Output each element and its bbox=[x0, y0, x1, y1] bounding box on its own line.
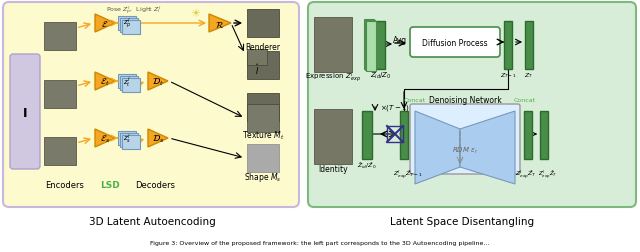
Polygon shape bbox=[460, 112, 515, 184]
Bar bbox=[375, 22, 385, 70]
Text: LSD: LSD bbox=[100, 180, 120, 189]
Bar bbox=[247, 10, 279, 38]
Bar bbox=[44, 23, 76, 51]
Text: $z^l_p$: $z^l_p$ bbox=[123, 17, 131, 31]
FancyBboxPatch shape bbox=[3, 3, 299, 207]
Bar bbox=[247, 94, 279, 121]
Polygon shape bbox=[415, 112, 460, 184]
Text: $Z_{id}/Z_0$: $Z_{id}/Z_0$ bbox=[370, 71, 392, 81]
Text: $Z^l_{exp}\hat{Z}_T$: $Z^l_{exp}\hat{Z}_T$ bbox=[538, 168, 558, 180]
Bar bbox=[365, 21, 375, 71]
FancyBboxPatch shape bbox=[410, 105, 520, 174]
Text: Avg: Avg bbox=[393, 35, 407, 44]
Text: Encoders: Encoders bbox=[45, 180, 84, 189]
Text: Identity: Identity bbox=[318, 165, 348, 174]
Bar bbox=[314, 110, 352, 164]
Text: $Z_{T-1}$: $Z_{T-1}$ bbox=[500, 71, 516, 80]
Text: Concat: Concat bbox=[404, 97, 426, 102]
Text: Texture $M_t$: Texture $M_t$ bbox=[242, 129, 284, 142]
Bar bbox=[120, 134, 138, 147]
Bar bbox=[524, 112, 532, 159]
Bar bbox=[247, 52, 279, 80]
Bar bbox=[247, 50, 267, 66]
Bar bbox=[504, 22, 512, 70]
Text: I: I bbox=[23, 106, 28, 119]
Text: $Z_T$: $Z_T$ bbox=[524, 71, 534, 80]
Bar bbox=[247, 144, 279, 172]
Bar bbox=[247, 105, 279, 133]
FancyBboxPatch shape bbox=[10, 55, 40, 169]
Text: $\hat{I}$: $\hat{I}$ bbox=[255, 62, 259, 77]
Text: Pose $Z^l_p$,  Light $Z^l_l$: Pose $Z^l_p$, Light $Z^l_l$ bbox=[106, 5, 162, 17]
Bar bbox=[525, 22, 533, 70]
Bar bbox=[366, 22, 376, 72]
Bar bbox=[120, 19, 138, 33]
Bar bbox=[118, 17, 136, 31]
Polygon shape bbox=[148, 73, 168, 91]
FancyBboxPatch shape bbox=[308, 3, 636, 207]
Text: Concat: Concat bbox=[514, 97, 536, 102]
Text: $Z^l_{exp}\hat{Z}_{T-1}$: $Z^l_{exp}\hat{Z}_{T-1}$ bbox=[394, 168, 422, 181]
Text: Decoders: Decoders bbox=[135, 180, 175, 189]
Text: $\mathcal{R}$: $\mathcal{R}$ bbox=[215, 18, 225, 29]
Polygon shape bbox=[95, 130, 115, 147]
Bar bbox=[364, 20, 374, 70]
Text: $z^l_s$: $z^l_s$ bbox=[123, 132, 131, 145]
Bar bbox=[44, 81, 76, 109]
Bar bbox=[540, 112, 548, 159]
Text: Denoising Network: Denoising Network bbox=[429, 95, 501, 104]
Text: $z^l_t$: $z^l_t$ bbox=[123, 75, 131, 88]
Bar bbox=[122, 79, 140, 93]
Text: 3D Latent Autoencoding: 3D Latent Autoencoding bbox=[88, 216, 216, 226]
Bar bbox=[314, 18, 352, 73]
Bar bbox=[362, 112, 372, 159]
Text: $Z^l_{exp}\hat{Z}_T$: $Z^l_{exp}\hat{Z}_T$ bbox=[515, 168, 537, 181]
Bar bbox=[122, 21, 140, 35]
Text: Figure 3: Overview of the proposed framework: the left part corresponds to the 3: Figure 3: Overview of the proposed frame… bbox=[150, 241, 490, 245]
Text: $RDM\ \varepsilon_r$: $RDM\ \varepsilon_r$ bbox=[452, 145, 478, 155]
Polygon shape bbox=[148, 130, 168, 147]
Text: Shape $M_s$: Shape $M_s$ bbox=[244, 171, 282, 184]
Bar bbox=[44, 137, 76, 165]
Text: Expression $Z^l_{exp}$: Expression $Z^l_{exp}$ bbox=[305, 70, 361, 85]
Text: ☀: ☀ bbox=[190, 9, 200, 19]
Text: $\times(T-1)$: $\times(T-1)$ bbox=[380, 103, 410, 113]
Bar bbox=[120, 77, 138, 91]
Text: Diffusion Process: Diffusion Process bbox=[422, 38, 488, 47]
Text: $\mathcal{E}_t$: $\mathcal{E}_t$ bbox=[100, 76, 110, 87]
Bar bbox=[118, 132, 136, 145]
Polygon shape bbox=[95, 15, 115, 33]
Text: $\mathcal{E}_s$: $\mathcal{E}_s$ bbox=[100, 133, 110, 144]
Text: Latent Space Disentangling: Latent Space Disentangling bbox=[390, 216, 534, 226]
Text: $\hat{Z}_{id}/\hat{Z}_0$: $\hat{Z}_{id}/\hat{Z}_0$ bbox=[357, 160, 377, 171]
Text: $\mathcal{D}_t$: $\mathcal{D}_t$ bbox=[152, 76, 164, 87]
FancyBboxPatch shape bbox=[410, 28, 500, 58]
Text: $\mathcal{D}_s$: $\mathcal{D}_s$ bbox=[152, 133, 164, 144]
Bar bbox=[118, 75, 136, 89]
Text: $\mathcal{E}$: $\mathcal{E}$ bbox=[101, 19, 109, 29]
Bar bbox=[122, 136, 140, 149]
Polygon shape bbox=[209, 15, 231, 33]
Bar bbox=[400, 112, 408, 159]
Polygon shape bbox=[95, 73, 115, 91]
Text: Renderer: Renderer bbox=[246, 42, 280, 51]
Bar bbox=[387, 127, 403, 142]
